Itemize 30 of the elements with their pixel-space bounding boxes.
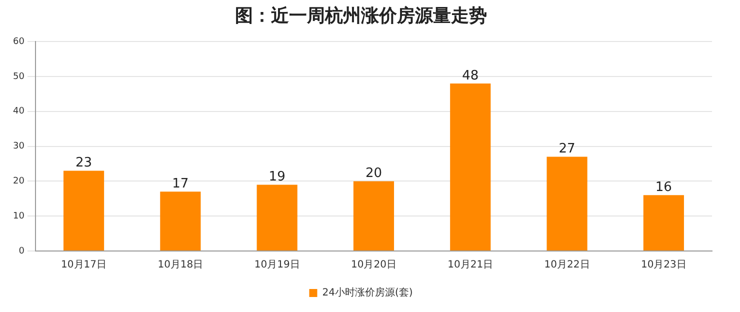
y-tick-label: 30 [13, 142, 25, 152]
bar [643, 195, 684, 250]
bar [353, 181, 394, 250]
data-label: 19 [268, 170, 286, 185]
y-tick-label: 50 [13, 72, 25, 82]
chart-title: 图：近一周杭州涨价房源量走势 [235, 5, 487, 26]
bar [160, 192, 201, 250]
x-tick-label: 10月21日 [448, 260, 494, 271]
x-tick-label: 10月19日 [254, 260, 300, 271]
x-tick-label: 10月18日 [158, 260, 204, 271]
data-label: 48 [462, 68, 479, 84]
data-label: 16 [655, 180, 672, 196]
data-label: 23 [76, 156, 92, 171]
bar [546, 156, 588, 250]
y-tick-label: 60 [13, 36, 25, 47]
bar [256, 184, 298, 250]
legend-label: 24小时涨价房源(套) [322, 286, 413, 299]
y-tick-label: 40 [13, 106, 25, 117]
data-label: 17 [172, 176, 189, 192]
x-tick-label: 10月17日 [61, 260, 107, 271]
x-tick-label: 10月23日 [640, 260, 686, 271]
y-tick-label: 20 [13, 176, 25, 187]
data-label: 27 [558, 142, 576, 157]
bar [450, 83, 491, 250]
x-tick-label: 10月22日 [544, 260, 590, 271]
x-tick-label: 10月20日 [351, 260, 396, 271]
data-label: 20 [365, 166, 382, 182]
y-tick-label: 10 [13, 211, 25, 222]
y-tick-label: 0 [18, 246, 25, 256]
bar [63, 170, 104, 250]
